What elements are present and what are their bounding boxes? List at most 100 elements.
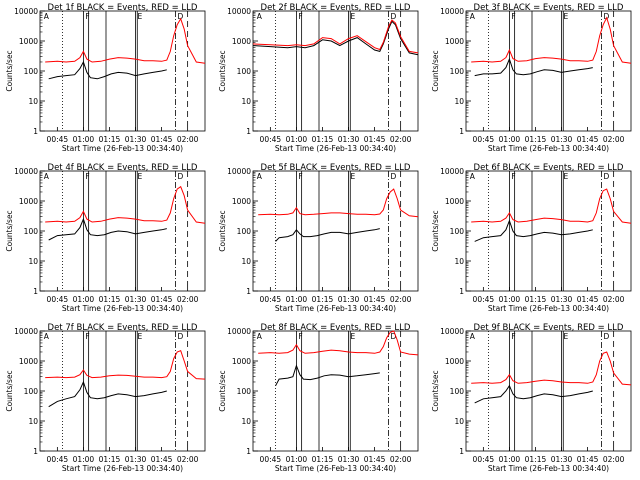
x-tick-label: 01:00 [499, 295, 521, 304]
x-axis-label: Start Time (26-Feb-13 00:34:40) [275, 304, 396, 313]
x-tick-label: 01:00 [73, 135, 95, 144]
chart-title: Det 5f BLACK = Events, RED = LLD [261, 163, 411, 173]
y-tick-label: 100 [450, 227, 465, 236]
events-series-line [474, 219, 593, 242]
plot-frame [465, 330, 632, 452]
plot-frame [465, 10, 632, 132]
events-series-line [252, 20, 419, 56]
event-marker-label: F [298, 12, 302, 21]
event-marker-label: A [44, 12, 50, 21]
event-marker-label: A [470, 172, 476, 181]
x-tick-label: 02:00 [177, 455, 199, 464]
x-tick-label: 02:00 [390, 295, 412, 304]
x-tick-label: 01:30 [551, 455, 573, 464]
x-tick-label: 01:15 [312, 455, 334, 464]
x-tick-label: 02:00 [603, 455, 625, 464]
event-marker-label: F [511, 332, 515, 341]
x-tick-label: 01:00 [73, 455, 95, 464]
x-axis-label: Start Time (26-Feb-13 00:34:40) [488, 304, 609, 313]
x-axis-label: Start Time (26-Feb-13 00:34:40) [488, 144, 609, 153]
event-marker-label: E [138, 12, 143, 21]
event-marker-label: E [351, 12, 356, 21]
x-tick-label: 01:00 [73, 295, 95, 304]
event-marker-label: A [44, 332, 50, 341]
y-tick-label: 1 [33, 127, 38, 136]
event-marker-label: F [85, 332, 89, 341]
event-marker-label: E [138, 332, 143, 341]
x-tick-label: 01:30 [125, 455, 147, 464]
events-series-line [474, 384, 593, 404]
x-tick-label: 02:00 [390, 455, 412, 464]
x-tick-label: 01:30 [551, 295, 573, 304]
y-tick-label: 100 [24, 67, 39, 76]
y-tick-label: 10000 [14, 7, 38, 16]
events-series-line [48, 217, 167, 241]
x-tick-label: 00:45 [47, 135, 69, 144]
y-tick-label: 100 [237, 67, 252, 76]
y-tick-label: 100 [24, 387, 39, 396]
lld-series-line [471, 351, 632, 386]
y-tick-label: 1000 [445, 197, 464, 206]
x-tick-label: 01:15 [99, 455, 121, 464]
x-axis-label: Start Time (26-Feb-13 00:34:40) [275, 464, 396, 473]
chart-panel-4: Det 4f BLACK = Events, RED = LLD 1 10 100 10… [5, 163, 206, 313]
y-axis-label: Counts/sec [5, 370, 14, 411]
lld-series-line [471, 16, 632, 64]
chart-panel-2: Det 2f BLACK = Events, RED = LLD 1 10 100 10… [218, 3, 419, 153]
x-tick-label: 01:00 [286, 295, 308, 304]
chart-title: Det 6f BLACK = Events, RED = LLD [474, 163, 624, 173]
x-tick-label: 01:30 [338, 295, 360, 304]
event-marker-label: A [470, 12, 476, 21]
events-series-line [48, 60, 167, 80]
x-tick-label: 02:00 [177, 295, 199, 304]
x-tick-label: 00:45 [260, 135, 282, 144]
y-tick-label: 10000 [227, 167, 251, 176]
y-axis-label: Counts/sec [218, 370, 227, 411]
y-tick-label: 1000 [445, 37, 464, 46]
chart-panel-1: Det 1f BLACK = Events, RED = LLD 1 10 100 10… [5, 3, 206, 153]
plot-frame [252, 330, 419, 452]
x-tick-label: 00:45 [473, 295, 495, 304]
x-tick-label: 00:45 [47, 295, 69, 304]
plot-frame [39, 10, 206, 132]
y-axis-label: Counts/sec [5, 210, 14, 251]
x-tick-label: 00:45 [473, 135, 495, 144]
y-tick-label: 100 [237, 227, 252, 236]
plot-frame [39, 330, 206, 452]
lld-series-line [252, 19, 419, 54]
x-tick-label: 01:45 [151, 455, 173, 464]
x-tick-label: 02:00 [603, 295, 625, 304]
x-tick-label: 01:15 [525, 135, 547, 144]
event-marker-label: E [351, 332, 356, 341]
y-tick-label: 10000 [440, 327, 464, 336]
event-marker-label: D [390, 332, 396, 341]
x-tick-label: 01:45 [364, 295, 386, 304]
x-tick-label: 01:30 [338, 135, 360, 144]
event-marker-label: D [390, 12, 396, 21]
x-tick-label: 01:00 [286, 135, 308, 144]
y-tick-label: 10000 [227, 327, 251, 336]
event-marker-label: D [390, 172, 396, 181]
x-tick-label: 01:15 [312, 295, 334, 304]
chart-title: Det 7f BLACK = Events, RED = LLD [48, 323, 198, 333]
chart-panel-5: Det 5f BLACK = Events, RED = LLD 1 10 100 10… [218, 163, 419, 313]
x-tick-label: 01:45 [577, 295, 599, 304]
chart-panel-9: Det 9f BLACK = Events, RED = LLD 1 10 100 10… [431, 323, 632, 473]
y-tick-label: 10000 [440, 7, 464, 16]
chart-title: Det 9f BLACK = Events, RED = LLD [474, 323, 624, 333]
x-tick-label: 02:00 [390, 135, 412, 144]
event-marker-label: A [470, 332, 476, 341]
x-axis-label: Start Time (26-Feb-13 00:34:40) [275, 144, 396, 153]
x-tick-label: 01:30 [338, 455, 360, 464]
x-tick-label: 01:30 [125, 135, 147, 144]
y-tick-label: 10 [241, 257, 251, 266]
event-marker-label: D [603, 12, 609, 21]
chart-title: Det 2f BLACK = Events, RED = LLD [261, 3, 411, 13]
x-tick-label: 01:45 [151, 295, 173, 304]
x-tick-label: 01:00 [499, 455, 521, 464]
events-series-line [275, 228, 380, 242]
event-marker-label: E [564, 12, 569, 21]
event-marker-label: A [257, 12, 263, 21]
y-tick-label: 10000 [227, 7, 251, 16]
y-tick-label: 100 [237, 387, 252, 396]
